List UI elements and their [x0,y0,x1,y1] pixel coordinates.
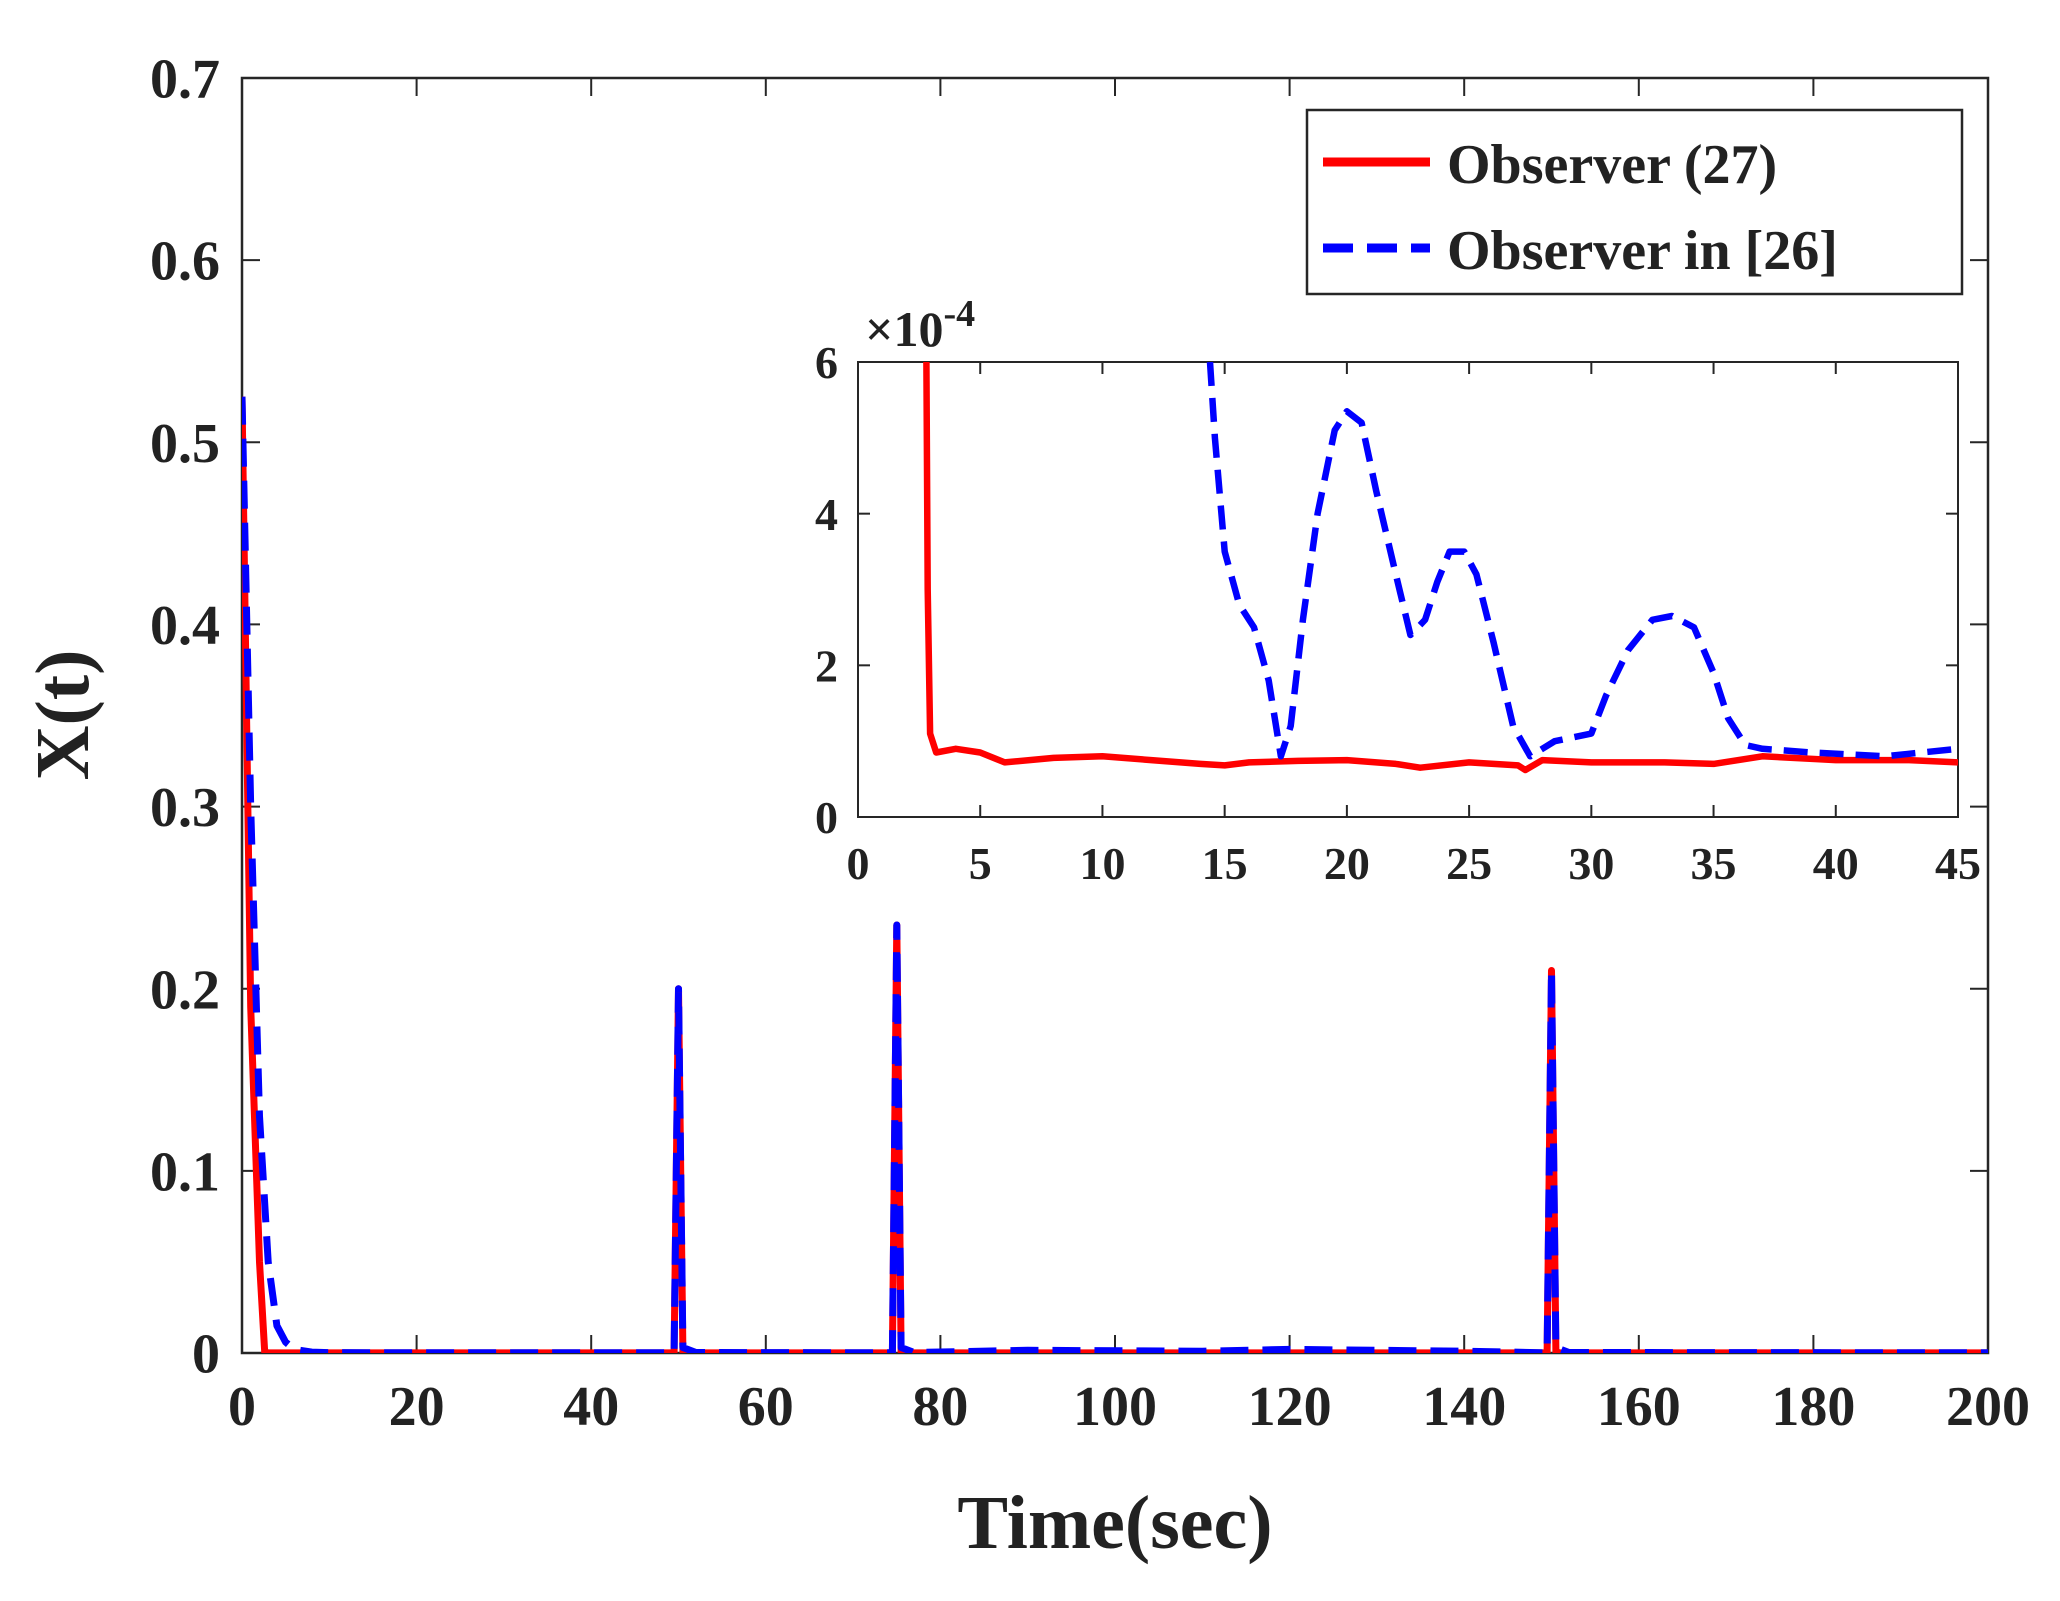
inset-x-tick-label: 40 [1813,838,1859,889]
inset-x-tick-label: 20 [1324,838,1370,889]
main-y-tick-label: 0.5 [150,413,220,475]
inset-plot: 0 5 10 15 20 25 30 35 40 45 0 2 4 6 ×10-4 [815,293,1981,889]
main-y-tick-label: 0.3 [150,777,220,839]
main-x-tick-label: 100 [1073,1376,1157,1438]
inset-series [923,362,1958,774]
x-axis-label: Time(sec) [957,1481,1272,1565]
main-series [242,396,1988,1353]
main-tick-labels: 0 20 40 60 80 100 120 140 160 180 20000.10.20.30.4… [150,49,2030,1438]
main-x-tick-label: 40 [563,1376,619,1438]
inset-x-tick-label: 35 [1691,838,1737,889]
main-x-tick-label: 60 [738,1376,794,1438]
inset-axis-exponent-base: ×10 [865,301,944,357]
y-axis-label: X(t) [21,650,105,781]
inset-x-tick-label: 45 [1935,838,1981,889]
inset-axis-exponent: ×10-4 [865,293,975,357]
main-y-tick-label: 0.2 [150,959,220,1021]
inset-y-tick-label: 0 [815,792,838,843]
main-y-tick-label: 0.7 [150,49,220,111]
inset-x-tick-label: 30 [1568,838,1614,889]
main-y-tick-label: 0.1 [150,1141,220,1203]
main-x-tick-label: 200 [1946,1376,2030,1438]
legend-label-observer-26: Observer in [26] [1447,220,1838,282]
inset-y-tick-label: 6 [815,337,838,388]
main-series-observer-27-line [242,396,1988,1353]
main-y-tick-label: 0 [192,1324,220,1386]
inset-x-tick-label: 5 [969,838,992,889]
legend-box [1305,108,1964,296]
inset-tick-labels: 0 5 10 15 20 25 30 35 40 45 0 2 4 6 [815,337,1981,889]
inset-x-tick-label: 10 [1079,838,1125,889]
inset-y-tick-label: 2 [815,640,838,691]
main-x-tick-label: 160 [1597,1376,1681,1438]
main-x-tick-label: 180 [1771,1376,1855,1438]
inset-x-tick-label: 15 [1202,838,1248,889]
inset-ticks [857,361,1959,818]
main-x-tick-label: 80 [912,1376,968,1438]
inset-series-observer-26-line [1206,362,1958,760]
main-x-tick-label: 0 [228,1376,256,1438]
inset-plot-frame [857,361,1959,818]
main-y-tick-label: 0.4 [150,595,220,657]
legend: Observer (27) Observer in [26] [1305,108,1964,296]
inset-x-tick-label: 0 [847,838,870,889]
main-x-tick-label: 20 [389,1376,445,1438]
legend-label-observer-27: Observer (27) [1447,134,1777,196]
inset-x-tick-label: 25 [1446,838,1492,889]
inset-series-observer-27-line [923,362,1958,774]
main-y-tick-label: 0.6 [150,231,220,293]
inset-axis-exponent-power: -4 [944,293,976,335]
inset-y-tick-label: 4 [815,489,838,540]
main-x-tick-label: 120 [1248,1376,1332,1438]
main-x-tick-label: 140 [1422,1376,1506,1438]
main-series-observer-26-line [242,396,1988,1353]
